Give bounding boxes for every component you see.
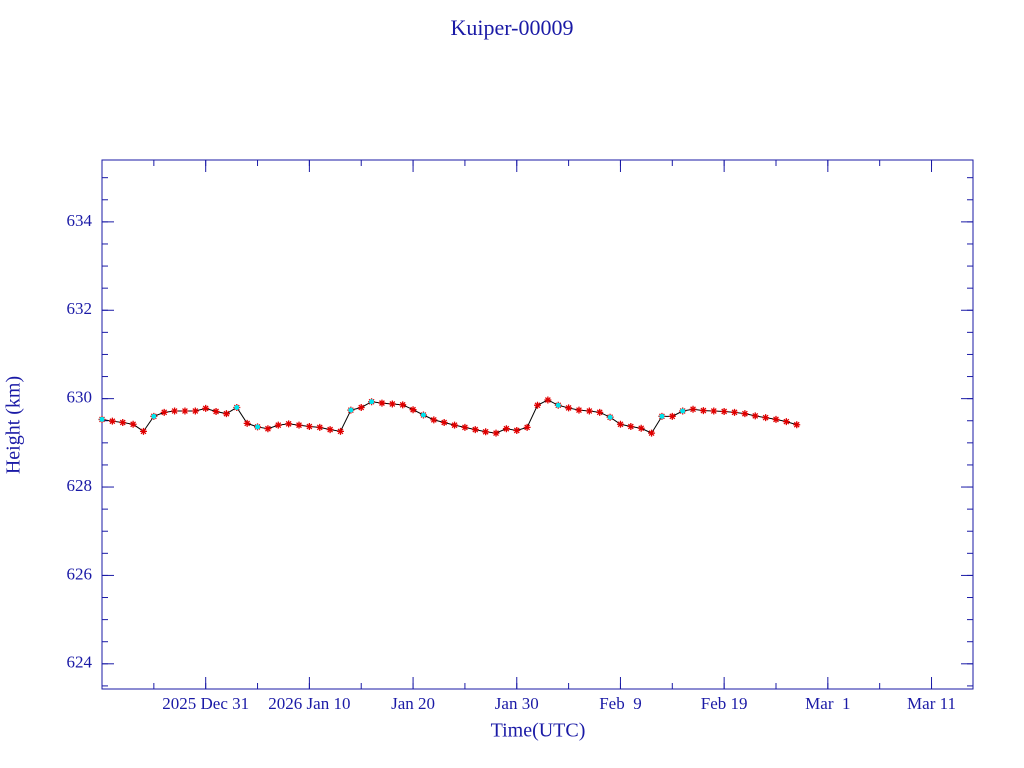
data-point [181,407,189,415]
data-point [741,410,749,418]
data-point [523,423,531,431]
data-point [659,413,665,419]
data-point [222,410,230,418]
y-tick-label: 626 [67,564,93,583]
data-point [482,428,490,436]
data-point [151,413,157,419]
data-point [378,399,386,407]
y-tick-label: 632 [67,299,93,318]
data-point [544,396,552,404]
data-point [502,425,510,433]
data-point [234,404,240,410]
data-point [782,418,790,426]
y-tick-label: 634 [67,211,93,230]
data-point [699,407,707,415]
data-point [295,421,303,429]
data-point [336,427,344,435]
x-tick-label: Feb 9 [599,694,642,713]
y-tick-label: 630 [67,388,93,407]
data-point [285,420,293,428]
y-axis-label: Height (km) [3,376,25,474]
data-point [399,401,407,409]
data-point [565,404,573,412]
data-point [440,419,448,427]
data-point [751,412,759,420]
data-point [555,402,561,408]
data-point [710,407,718,415]
data-point [534,401,541,409]
x-tick-label: Mar 11 [907,694,956,713]
data-point [680,408,686,414]
data-point [616,420,624,428]
data-point [731,408,739,416]
y-tick-label: 628 [67,476,93,495]
data-point [430,416,438,424]
x-tick-label: 2025 Dec 31 [162,694,249,713]
data-point [762,414,770,422]
data-point [348,407,354,413]
x-axis-label: Time(UTC) [491,720,586,742]
data-point [607,414,613,420]
data-point [471,426,479,434]
data-point [492,429,500,437]
data-point [668,412,676,420]
data-point [772,415,780,423]
data-point [305,422,313,430]
data-point [596,408,604,416]
data-point [316,423,324,431]
data-point [451,421,459,429]
data-point [108,417,116,425]
x-tick-label: 2026 Jan 10 [268,694,350,713]
data-point [160,408,168,416]
data-point [129,420,137,428]
data-point [326,426,334,434]
data-point [255,424,261,430]
x-tick-label: Jan 20 [391,694,435,713]
plot-frame [101,159,974,690]
data-point [119,419,127,427]
data-point [585,407,593,415]
data-point [720,407,728,415]
data-point [575,406,583,414]
data-point [264,425,272,433]
data-point [369,399,375,405]
data-point [513,426,521,434]
data-point [388,400,396,408]
data-point [274,421,282,429]
data-point [357,403,365,411]
data-point [139,427,147,435]
data-point [171,407,179,415]
data-point [243,419,251,427]
data-point [202,404,210,412]
data-point [793,421,801,429]
data-point [420,412,426,418]
data-point [689,405,697,413]
data-point [637,424,645,432]
data-point [461,423,469,431]
x-tick-label: Feb 19 [701,694,748,713]
data-point [212,407,220,415]
x-tick-label: Mar 1 [805,694,850,713]
data-point [99,416,105,422]
data-point [409,406,417,414]
chart-title: Kuiper-00009 [451,15,574,40]
data-point [627,422,635,430]
x-tick-label: Jan 30 [495,694,539,713]
data-point [648,429,656,437]
y-tick-label: 624 [67,653,93,672]
data-point [191,407,199,415]
